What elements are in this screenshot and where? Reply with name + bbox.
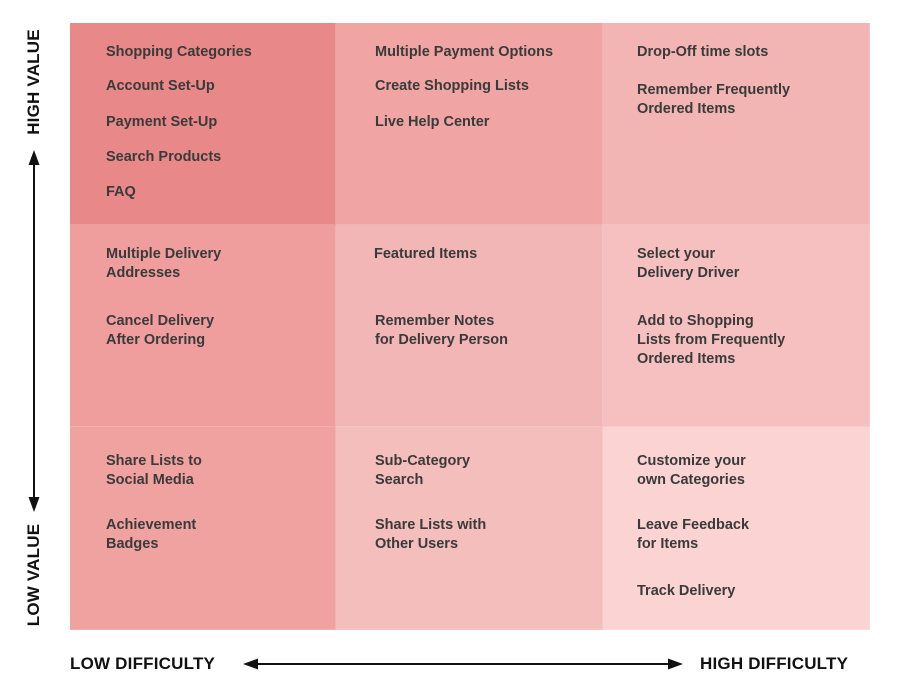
cell-high-value-high-difficulty: Drop-Off time slots Remember Frequently … <box>603 23 870 225</box>
cell-medium-value-medium-difficulty: Featured Items Remember Notes for Delive… <box>336 225 603 427</box>
feature-item: FAQ <box>106 184 136 200</box>
priority-matrix: Shopping Categories Account Set-Up Payme… <box>70 23 870 630</box>
feature-item: Multiple Delivery Addresses <box>106 246 222 281</box>
feature-item: Multiple Payment Options <box>375 44 554 60</box>
axis-label-low-value: LOW VALUE <box>24 523 43 627</box>
feature-item: Add to Shopping Lists from Frequently Or… <box>637 313 786 367</box>
difficulty-axis-arrow <box>243 658 683 670</box>
cell-medium-value-low-difficulty: Multiple Delivery Addresses Cancel Deliv… <box>70 225 336 427</box>
feature-item: Select your Delivery Driver <box>637 246 740 281</box>
feature-item: Track Delivery <box>637 583 736 599</box>
feature-item: Live Help Center <box>375 114 490 130</box>
feature-item: Search Products <box>106 149 222 165</box>
feature-item: Share Lists to Social Media <box>106 453 202 488</box>
feature-item: Shopping Categories <box>106 44 252 60</box>
feature-item: Sub-Category Search <box>375 453 471 488</box>
feature-item: Customize your own Categories <box>637 453 746 488</box>
cell-high-value-low-difficulty: Shopping Categories Account Set-Up Payme… <box>70 23 336 225</box>
feature-item: Account Set-Up <box>106 78 215 94</box>
feature-item: Payment Set-Up <box>106 114 218 130</box>
axis-label-high-difficulty: HIGH DIFFICULTY <box>700 654 849 673</box>
axis-label-high-value: HIGH VALUE <box>24 29 43 135</box>
cell-medium-value-high-difficulty: Select your Delivery Driver Add to Shopp… <box>603 225 870 427</box>
feature-item: Featured Items <box>374 246 478 262</box>
axis-label-low-difficulty: LOW DIFFICULTY <box>70 654 216 673</box>
feature-item: Remember Notes for Delivery Person <box>375 313 508 348</box>
cell-high-value-medium-difficulty: Multiple Payment Options Create Shopping… <box>336 23 603 225</box>
feature-item: Achievement Badges <box>106 517 197 552</box>
feature-item: Drop-Off time slots <box>637 44 769 60</box>
feature-item: Remember Frequently Ordered Items <box>637 82 791 117</box>
feature-item: Create Shopping Lists <box>375 78 529 94</box>
cell-low-value-medium-difficulty: Sub-Category Search Share Lists with Oth… <box>336 427 603 630</box>
value-axis-arrow <box>28 150 40 512</box>
feature-item: Leave Feedback for Items <box>637 517 750 552</box>
feature-item: Share Lists with Other Users <box>375 517 487 552</box>
feature-item: Cancel Delivery After Ordering <box>106 313 215 348</box>
cell-low-value-low-difficulty: Share Lists to Social Media Achievement … <box>70 427 336 630</box>
cell-low-value-high-difficulty: Customize your own Categories Leave Feed… <box>603 427 870 630</box>
